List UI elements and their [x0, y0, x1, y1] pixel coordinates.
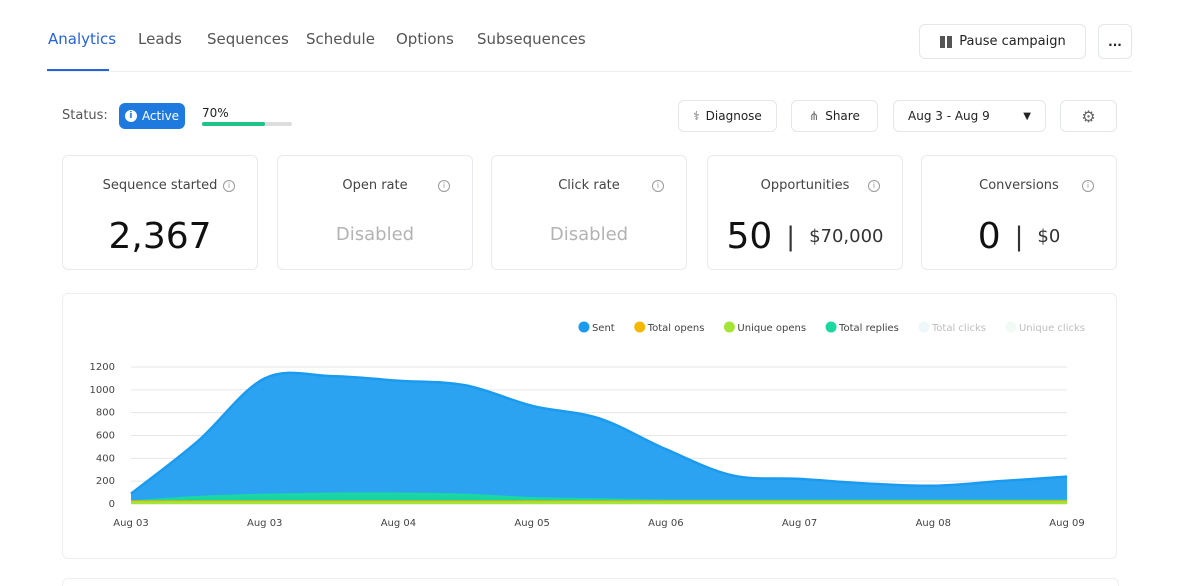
separator: | [786, 221, 796, 252]
x-tick-label: Aug 04 [381, 518, 416, 529]
legend-label: Unique clicks [1019, 323, 1085, 334]
status-label: Status: [62, 108, 108, 123]
legend-item: Total opens [634, 321, 705, 334]
stat-card: Open rate i Disabled [277, 155, 473, 270]
info-icon: i [1082, 180, 1094, 192]
date-range[interactable]: Aug 3 - Aug 9 ▼ [893, 100, 1046, 132]
tab[interactable]: Leads [138, 30, 182, 48]
legend-dot [918, 321, 930, 333]
diagnose-label: Diagnose [705, 109, 762, 123]
y-tick-label: 400 [96, 453, 115, 464]
legend-item: Sent [578, 321, 615, 334]
progress-track [202, 122, 292, 126]
card-value-row: Disabled [492, 216, 686, 245]
x-tick-label: Aug 09 [1049, 518, 1084, 529]
status-badge-label: Active [141, 109, 180, 123]
info-icon: i [652, 180, 664, 192]
y-tick-label: 0 [109, 499, 115, 510]
card-value: 50 [726, 216, 773, 257]
card-value: 0 [977, 216, 1001, 257]
tab[interactable]: Schedule [306, 30, 375, 48]
tab[interactable]: Sequences [207, 30, 289, 48]
progress-label: 70% [202, 106, 229, 120]
area-line [130, 371, 1068, 495]
y-tick-label: 600 [96, 431, 115, 442]
card-title: Open rate [342, 178, 408, 193]
date-range-label: Aug 3 - Aug 9 [908, 109, 990, 123]
y-tick-label: 200 [96, 476, 115, 487]
progress-fill [202, 122, 265, 126]
pause-button[interactable]: Pause campaign [919, 24, 1086, 59]
stat-card: Sequence started i 2,367 [62, 155, 258, 270]
legend: Sent Total opens Unique opens Total replies… [578, 321, 1085, 334]
stat-card: Conversions i 0 | $0 [921, 155, 1117, 270]
y-tick-label: 800 [96, 408, 115, 419]
legend-dot [578, 321, 590, 333]
tab[interactable]: Subsequences [477, 30, 586, 48]
legend-dot [634, 321, 646, 333]
card-title: Conversions [979, 178, 1059, 193]
legend-dot [825, 321, 837, 333]
x-tick-label: Aug 03 [247, 518, 282, 529]
pause-icon [940, 35, 953, 48]
status-badge: i Active [119, 103, 185, 129]
area [131, 372, 1067, 504]
diagnose-button[interactable]: ⚕ Diagnose [678, 100, 777, 132]
x-tick-label: Aug 03 [113, 518, 148, 529]
more-button[interactable]: ... [1098, 24, 1132, 59]
more-label: ... [1108, 34, 1122, 49]
legend-label: Unique opens [737, 323, 806, 334]
legend-dot [723, 321, 735, 333]
legend-item: Unique clicks [1005, 321, 1085, 334]
card-title: Click rate [558, 178, 620, 193]
next-panel [62, 578, 1119, 586]
card-amount: $0 [1037, 226, 1061, 247]
stat-card: Click rate i Disabled [491, 155, 687, 270]
legend-item: Unique opens [723, 321, 806, 334]
legend-label: Sent [592, 323, 615, 334]
card-value-row: 0 | $0 [922, 216, 1116, 257]
separator: | [1014, 221, 1024, 252]
card-value-row: 2,367 [63, 216, 257, 257]
card-value: 2,367 [108, 216, 212, 257]
card-value: Disabled [549, 224, 629, 245]
x-tick-label: Aug 07 [782, 518, 817, 529]
info-icon: i [438, 180, 450, 192]
legend-label: Total clicks [931, 323, 986, 334]
settings-button[interactable]: ⚙ [1060, 100, 1117, 132]
pause-label: Pause campaign [959, 34, 1066, 49]
x-tick-label: Aug 08 [916, 518, 951, 529]
share-button[interactable]: ⋔ Share [791, 100, 878, 132]
card-value-row: 50 | $70,000 [708, 216, 902, 257]
card-value-row: Disabled [278, 216, 472, 245]
stat-card: Opportunities i 50 | $70,000 [707, 155, 903, 270]
chart: 0 200 400 600 800 1000 1200 Aug 03 Aug 03 Aug 04 A… [90, 321, 1085, 529]
tab-underline [47, 69, 109, 72]
y-tick-label: 1000 [90, 385, 115, 396]
info-icon: i [223, 180, 235, 192]
card-title: Sequence started [102, 178, 218, 193]
tab[interactable]: Analytics [48, 30, 117, 48]
tab[interactable]: Options [396, 30, 454, 48]
info-icon: i [868, 180, 880, 192]
legend-label: Total replies [838, 323, 899, 334]
share-label: Share [825, 109, 860, 123]
x-tick-label: Aug 06 [648, 518, 683, 529]
chart-panel: 0 200 400 600 800 1000 1200 Aug 03 Aug 03 Aug 04 A… [62, 293, 1117, 559]
legend-label: Total opens [647, 323, 705, 334]
divider [47, 71, 1132, 72]
legend-dot [1005, 321, 1017, 333]
legend-item: Total clicks [918, 321, 986, 334]
y-tick-label: 1200 [90, 362, 115, 373]
card-value: Disabled [335, 224, 415, 245]
legend-item: Total replies [825, 321, 899, 334]
card-amount: $70,000 [809, 226, 884, 247]
x-tick-label: Aug 05 [514, 518, 549, 529]
card-title: Opportunities [760, 178, 850, 193]
